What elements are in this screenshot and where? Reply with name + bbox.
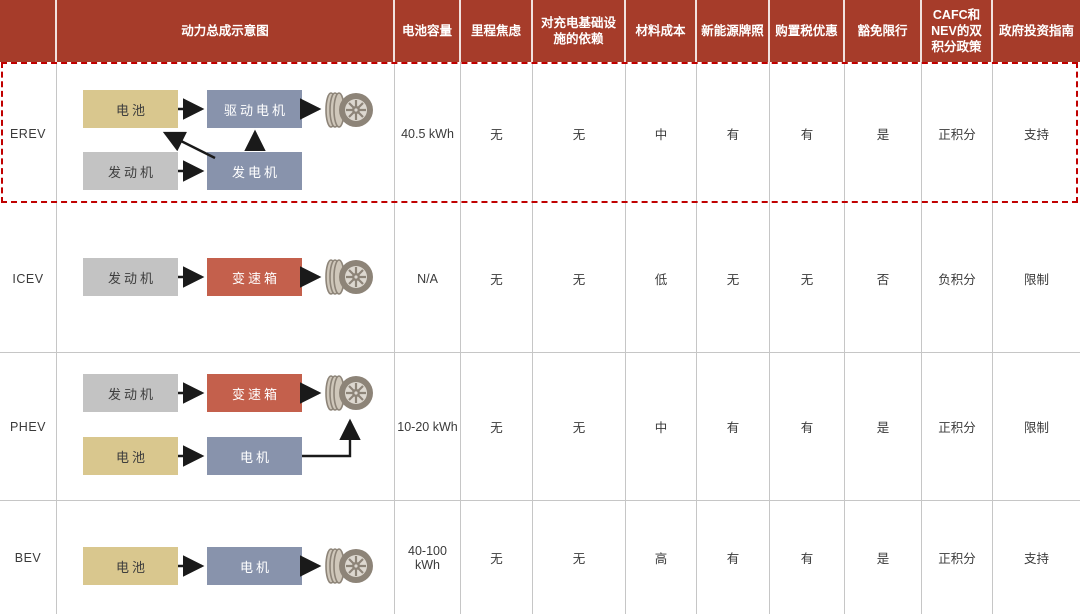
- header-cell-traffic-exemption: 豁免限行: [845, 0, 922, 62]
- row-label: ICEV: [0, 205, 57, 352]
- wheel-icon: [324, 258, 375, 296]
- value-material-cost: 中: [626, 353, 697, 500]
- value-purchase-tax: 有: [770, 501, 845, 614]
- drive-motor-box: 驱动电机: [207, 90, 302, 128]
- value-battery-capacity: 10-20 kWh: [395, 353, 461, 500]
- value-range-anxiety: 无: [461, 353, 533, 500]
- engine-box: 发动机: [83, 258, 178, 296]
- value-gov-investment: 支持: [1023, 552, 1049, 566]
- value-gov-investment: 支持: [1023, 128, 1049, 142]
- value-purchase-tax: 无: [770, 205, 845, 352]
- value-charging-dependence: 无: [533, 353, 626, 500]
- phev-powertrain-diagram: 发动机 变速箱 电池 电机: [57, 353, 395, 500]
- value-battery-capacity: N/A: [395, 205, 461, 352]
- header-cell-dual-credit: CAFC和NEV的双积分政策: [922, 0, 993, 62]
- header-cell-range-anxiety: 里程焦虑: [461, 0, 533, 62]
- gearbox-box: 变速箱: [207, 374, 302, 412]
- battery-box: 电池: [83, 437, 178, 475]
- generator-box: 发电机: [207, 152, 302, 190]
- motor-box: 电机: [207, 547, 302, 585]
- value-dual-credit: 负积分: [922, 205, 993, 352]
- value-nev-license: 有: [697, 62, 770, 205]
- value-gov-investment: 限制: [1023, 273, 1049, 287]
- erev-powertrain-diagram: 电池 驱动电机 发动机 发电机: [57, 62, 395, 205]
- table-row-icev: ICEV 发动机 变速箱 N/A 无 无 低 无 无 否 负积分 限制: [0, 205, 1080, 353]
- value-dual-credit: 正积分: [922, 62, 993, 205]
- header-cell-gov-investment: 政府投资指南: [998, 23, 1074, 38]
- value-battery-capacity: 40-100 kWh: [395, 501, 461, 614]
- value-charging-dependence: 无: [533, 62, 626, 205]
- battery-box: 电池: [83, 90, 178, 128]
- value-battery-capacity: 40.5 kWh: [395, 62, 461, 205]
- value-charging-dependence: 无: [533, 205, 626, 352]
- gearbox-box: 变速箱: [207, 258, 302, 296]
- value-range-anxiety: 无: [461, 62, 533, 205]
- engine-box: 发动机: [83, 152, 178, 190]
- value-material-cost: 低: [626, 205, 697, 352]
- value-dual-credit: 正积分: [922, 501, 993, 614]
- value-material-cost: 高: [626, 501, 697, 614]
- value-traffic-exemption: 否: [845, 205, 922, 352]
- value-nev-license: 有: [697, 501, 770, 614]
- value-range-anxiety: 无: [461, 205, 533, 352]
- value-purchase-tax: 有: [770, 353, 845, 500]
- wheel-icon: [324, 374, 375, 412]
- header-cell-battery-capacity: 电池容量: [395, 0, 461, 62]
- row-label: EREV: [0, 62, 57, 205]
- row-label: BEV: [0, 501, 57, 614]
- row-label: PHEV: [0, 353, 57, 500]
- engine-box: 发动机: [83, 374, 178, 412]
- motor-box: 电机: [207, 437, 302, 475]
- value-material-cost: 中: [626, 62, 697, 205]
- value-purchase-tax: 有: [770, 62, 845, 205]
- value-range-anxiety: 无: [461, 501, 533, 614]
- value-gov-investment: 限制: [1023, 421, 1049, 435]
- table-row-erev: EREV 电池 驱动电机 发动机 发电机 40.5 kWh 无 无 中 有 有 …: [0, 62, 1080, 205]
- value-charging-dependence: 无: [533, 501, 626, 614]
- bev-powertrain-diagram: 电池 电机: [57, 501, 395, 614]
- table-row-bev: BEV 电池 电机 40-100 kWh 无 无 高 有 有 是 正积分 支持: [0, 501, 1080, 614]
- value-dual-credit: 正积分: [922, 353, 993, 500]
- header-cell-rowlabel: [0, 0, 57, 62]
- table-row-phev: PHEV 发动机 变速箱 电池 电机 10-20 kWh 无 无 中 有 有 是…: [0, 353, 1080, 501]
- header-cell-nev-license: 新能源牌照: [697, 0, 770, 62]
- value-traffic-exemption: 是: [845, 353, 922, 500]
- header-cell-purchase-tax: 购置税优惠: [770, 0, 845, 62]
- value-nev-license: 无: [697, 205, 770, 352]
- value-traffic-exemption: 是: [845, 62, 922, 205]
- value-traffic-exemption: 是: [845, 501, 922, 614]
- value-nev-license: 有: [697, 353, 770, 500]
- icev-powertrain-diagram: 发动机 变速箱: [57, 205, 395, 352]
- wheel-icon: [324, 91, 375, 129]
- wheel-icon: [324, 547, 375, 585]
- header-cell-charging-dependence: 对充电基础设施的依赖: [533, 0, 626, 62]
- battery-box: 电池: [83, 547, 178, 585]
- table-header-row: 动力总成示意图 电池容量 里程焦虑 对充电基础设施的依赖 材料成本 新能源牌照 …: [0, 0, 1080, 62]
- header-cell-schematic: 动力总成示意图: [57, 0, 395, 62]
- header-cell-material-cost: 材料成本: [626, 0, 697, 62]
